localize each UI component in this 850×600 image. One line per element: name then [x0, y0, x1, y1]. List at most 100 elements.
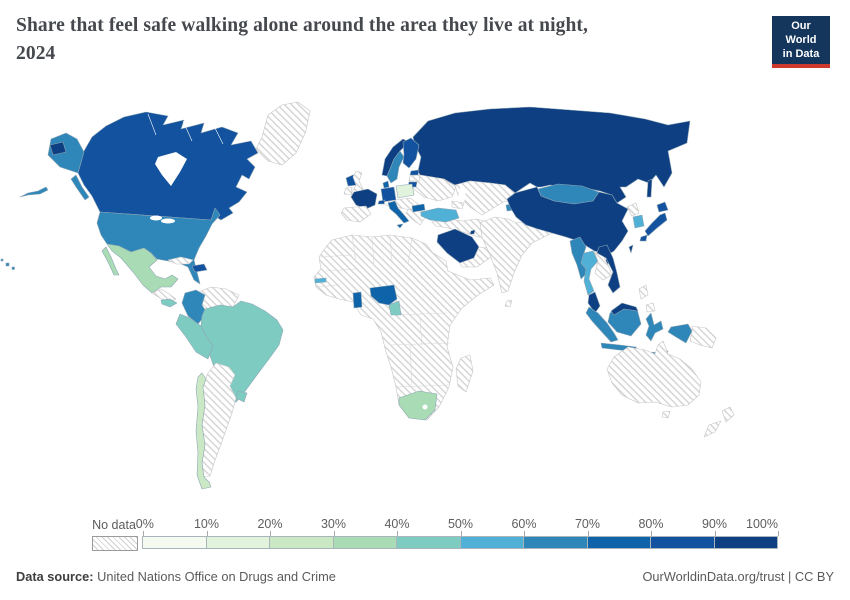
map-area [0, 95, 850, 507]
region-sri-lanka[interactable] [504, 299, 513, 308]
legend-ticks: 0% 10% 20% 30% 40% 50% 60% 70% 80% 90% 100% [136, 517, 778, 531]
legend-tick-label: 40% [384, 517, 410, 531]
legend: No data 0% 10% 20% 30% 40% 50% 60% 70% 80% 90% 100… [85, 517, 785, 554]
world-map [0, 101, 735, 490]
region-poland[interactable] [395, 183, 415, 199]
region-germany[interactable] [380, 186, 397, 203]
region-malaysia-borneo[interactable] [610, 302, 639, 316]
legend-tick-mark [651, 531, 652, 536]
legend-tick-mark [206, 531, 208, 536]
region-latvia[interactable] [408, 174, 421, 182]
great-lakes [150, 215, 162, 221]
region-argentina-paraguay[interactable] [201, 362, 237, 478]
legend-segment[interactable] [205, 536, 270, 549]
region-finland[interactable] [402, 137, 420, 169]
legend-tick-label: 70% [574, 517, 601, 531]
region-ghana[interactable] [352, 291, 363, 309]
region-alaska-usa[interactable] [19, 132, 90, 201]
owid-logo-accent [772, 64, 830, 68]
region-indonesia-sulawesi[interactable] [645, 312, 664, 342]
legend-segment[interactable] [142, 536, 207, 549]
legend-segment[interactable] [269, 536, 334, 549]
region-chile[interactable] [195, 372, 212, 490]
header: Share that feel safe walking alone aroun… [16, 12, 756, 69]
region-philippines[interactable] [638, 284, 656, 313]
legend-segment[interactable] [586, 536, 651, 549]
region-indonesia-sumatra[interactable] [585, 306, 619, 343]
region-vietnam[interactable] [596, 244, 621, 294]
owid-logo-text: Our World in Data [772, 16, 830, 65]
region-australia[interactable] [606, 340, 702, 408]
region-estonia[interactable] [409, 169, 420, 176]
legend-tick-mark [587, 531, 589, 536]
region-cameroon[interactable] [388, 300, 402, 316]
legend-tick-label: 90% [701, 517, 728, 531]
region-chukotka-wrap[interactable] [49, 141, 67, 156]
region-bulgaria[interactable] [411, 203, 426, 213]
region-cuba[interactable] [167, 256, 194, 265]
legend-tick-label: 100% [746, 517, 778, 531]
data-source: Data source: United Nations Office on Dr… [16, 569, 336, 584]
page-title-line1: Share that feel safe walking alone aroun… [16, 15, 588, 36]
page-title-line2: 2024 [16, 43, 56, 65]
page-title: Share that feel safe walking alone aroun… [16, 12, 756, 69]
region-papua-new-guinea[interactable] [689, 325, 717, 349]
legend-tick-mark [143, 531, 144, 536]
region-turkey[interactable] [420, 207, 460, 223]
region-france[interactable] [350, 188, 378, 210]
region-uruguay[interactable] [235, 390, 248, 403]
data-source-label: Data source: [16, 569, 94, 584]
owid-logo[interactable]: Our World in Data [772, 16, 830, 68]
legend-segment[interactable] [396, 536, 461, 549]
legend-tick-mark [270, 531, 271, 536]
region-malaysia-peninsula[interactable] [587, 291, 601, 314]
legend-segment[interactable] [459, 536, 524, 549]
legend-tick-mark [333, 531, 335, 536]
region-hawaii[interactable] [0, 258, 15, 270]
region-italy[interactable] [387, 200, 410, 229]
region-madagascar[interactable] [455, 354, 474, 393]
region-peru-ecuador[interactable] [175, 313, 214, 360]
legend-segment[interactable] [523, 536, 588, 549]
legend-no-data-swatch[interactable] [92, 536, 138, 551]
region-tasmania[interactable] [661, 410, 671, 419]
region-costa-rica-panama[interactable] [160, 298, 178, 308]
credit-link[interactable]: OurWorldinData.org/trust | CC BY [642, 569, 834, 584]
region-yemen-oman[interactable] [459, 246, 492, 268]
region-new-zealand[interactable] [703, 406, 735, 438]
legend-tick-label: 80% [638, 517, 664, 531]
region-denmark[interactable] [382, 180, 390, 189]
region-ireland[interactable] [343, 186, 353, 196]
region-africa-no-data[interactable] [313, 234, 495, 421]
region-greenland[interactable] [255, 101, 311, 166]
region-switzerland[interactable] [377, 199, 386, 205]
legend-tick-label: 20% [257, 517, 283, 531]
legend-tick-mark [714, 531, 716, 536]
legend-segment[interactable] [713, 536, 778, 549]
region-caucasus[interactable] [451, 200, 465, 210]
region-kuwait[interactable] [469, 229, 476, 235]
owid-logo-line1: Our World [785, 20, 817, 46]
legend-segment[interactable] [332, 536, 397, 549]
legend-tick-label: 10% [193, 517, 220, 531]
region-north-korea[interactable] [626, 202, 640, 217]
caspian-sea [458, 187, 466, 203]
region-dominican-republic[interactable] [191, 263, 208, 273]
region-senegal-gambia[interactable] [314, 277, 327, 284]
region-sakhalin[interactable] [646, 178, 653, 198]
region-thailand[interactable] [580, 250, 599, 296]
legend-tick-mark [460, 531, 462, 536]
region-iberia[interactable] [340, 205, 372, 223]
region-south-korea[interactable] [632, 214, 645, 229]
legend-segment[interactable] [650, 536, 715, 549]
region-india[interactable] [479, 216, 557, 294]
region-south-africa[interactable] [398, 390, 438, 421]
region-indonesia-papua[interactable] [667, 323, 693, 344]
region-mexico[interactable] [101, 243, 179, 294]
region-japan[interactable] [639, 201, 669, 242]
hudson-bay [155, 152, 187, 186]
arctic-channels [147, 113, 224, 145]
legend-tick-label: 0% [135, 517, 154, 531]
data-source-value: United Nations Office on Drugs and Crime [97, 569, 336, 584]
